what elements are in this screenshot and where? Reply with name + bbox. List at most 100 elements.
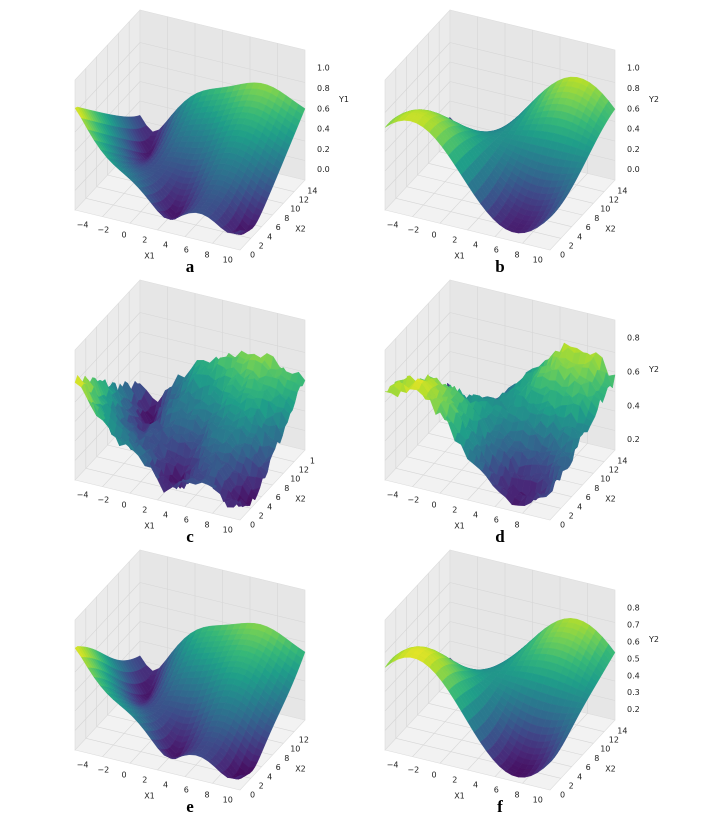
- x2-tick-label: 14: [617, 726, 627, 735]
- x1-tick-label: 10: [223, 796, 233, 805]
- x2-tick-label: 14: [307, 186, 317, 195]
- x1-tick-label: 6: [494, 245, 499, 254]
- y-tick-label: 0.8: [627, 604, 640, 613]
- x2-tick-label: 14: [617, 186, 627, 195]
- y-tick-label: 0.0: [317, 165, 330, 174]
- x2-tick-label: 8: [594, 214, 599, 223]
- x1-tick-label: 10: [223, 256, 233, 265]
- x1-axis-label: X1: [144, 252, 155, 261]
- x2-axis-label: X2: [295, 225, 306, 234]
- y-tick-label: 0.8: [317, 84, 330, 93]
- x1-tick-label: 0: [431, 230, 436, 239]
- x2-tick-label: 10: [600, 745, 610, 754]
- x1-tick-label: 2: [452, 505, 457, 514]
- x2-axis-label: X2: [605, 765, 616, 774]
- x1-tick-label: −4: [77, 490, 89, 499]
- x1-tick-label: 8: [204, 520, 209, 529]
- grid-line: [74, 312, 141, 383]
- x1-axis-label: X1: [454, 522, 465, 531]
- x1-tick-label: −4: [387, 490, 399, 499]
- grid-line: [384, 42, 451, 113]
- x2-tick-label: 10: [600, 205, 610, 214]
- y-tick-label: 0.5: [627, 654, 640, 663]
- panel: −4−20246810024681012140.00.20.40.60.81.0…: [74, 9, 349, 276]
- x2-tick-label: 6: [586, 493, 591, 502]
- panel-letter: a: [186, 257, 195, 276]
- x2-tick-label: 0: [250, 521, 255, 530]
- x2-tick-label: 6: [276, 493, 281, 502]
- y-tick-label: 0.6: [627, 104, 640, 113]
- x2-tick-label: 2: [569, 242, 574, 251]
- x1-tick-label: −2: [97, 495, 109, 504]
- x1-tick-label: 0: [121, 230, 126, 239]
- panel-letter: e: [186, 797, 194, 816]
- y-tick-label: 0.8: [627, 334, 640, 343]
- x2-tick-label: 12: [299, 736, 309, 745]
- x1-tick-label: −2: [97, 765, 109, 774]
- x1-tick-label: 8: [514, 520, 519, 529]
- grid-line: [449, 312, 616, 353]
- x2-tick-label: 12: [609, 466, 619, 475]
- x2-tick-label: 2: [569, 782, 574, 791]
- x1-tick-label: 8: [514, 790, 519, 799]
- x2-tick-label: 14: [617, 456, 627, 465]
- x1-tick-label: 8: [204, 790, 209, 799]
- x1-tick-label: 6: [494, 785, 499, 794]
- x1-tick-label: −2: [97, 225, 109, 234]
- panel-letter: c: [186, 527, 194, 546]
- x2-tick-label: 2: [569, 512, 574, 521]
- panel: −4−20246810024681012140.20.30.40.50.60.7…: [384, 549, 659, 816]
- x2-tick-label: 12: [609, 196, 619, 205]
- x2-tick-label: 1: [310, 456, 315, 465]
- x2-tick-label: 8: [284, 754, 289, 763]
- y-axis-label: Y2: [648, 635, 659, 644]
- y-tick-label: 1.0: [627, 64, 640, 73]
- x2-tick-label: 10: [290, 745, 300, 754]
- y-tick-label: 0.6: [627, 638, 640, 647]
- x1-tick-label: 2: [452, 235, 457, 244]
- x1-tick-label: 0: [121, 770, 126, 779]
- x1-tick-label: 0: [121, 500, 126, 509]
- x2-tick-label: 12: [299, 196, 309, 205]
- panel-letter: f: [497, 797, 503, 816]
- x2-tick-label: 6: [586, 763, 591, 772]
- y-tick-label: 1.0: [317, 64, 330, 73]
- surface-facet: [233, 230, 244, 235]
- y-tick-label: 0.6: [627, 368, 640, 377]
- y-tick-label: 0.2: [627, 705, 640, 714]
- x1-tick-label: −4: [387, 220, 399, 229]
- x2-axis-label: X2: [605, 225, 616, 234]
- x1-tick-label: 2: [452, 775, 457, 784]
- y-tick-label: 0.4: [317, 125, 330, 134]
- x2-tick-label: 10: [290, 475, 300, 484]
- x1-axis-label: X1: [144, 522, 155, 531]
- x2-tick-label: 2: [259, 512, 264, 521]
- y-tick-label: 0.8: [627, 84, 640, 93]
- x1-tick-label: 2: [142, 775, 147, 784]
- x1-axis-label: X1: [144, 792, 155, 801]
- x2-tick-label: 8: [594, 484, 599, 493]
- x2-tick-label: 0: [560, 251, 565, 260]
- x1-tick-label: 8: [514, 250, 519, 259]
- y-tick-label: 0.3: [627, 688, 640, 697]
- x1-tick-label: 0: [431, 500, 436, 509]
- grid-line: [449, 42, 616, 83]
- y-axis-label: Y2: [648, 95, 659, 104]
- x1-axis-label: X1: [454, 252, 465, 261]
- grid-line: [74, 42, 141, 113]
- x1-axis-label: X1: [454, 792, 465, 801]
- x1-tick-label: −2: [407, 495, 419, 504]
- x2-tick-label: 4: [577, 772, 582, 781]
- x2-tick-label: 4: [267, 502, 272, 511]
- x2-tick-label: 12: [609, 736, 619, 745]
- x1-tick-label: 10: [533, 796, 543, 805]
- x1-tick-label: 4: [163, 510, 168, 519]
- panel: −4−20246810024681012140.00.20.40.60.81.0…: [384, 9, 659, 276]
- x2-tick-label: 4: [267, 232, 272, 241]
- x1-tick-label: 4: [473, 240, 478, 249]
- x2-tick-label: 8: [594, 754, 599, 763]
